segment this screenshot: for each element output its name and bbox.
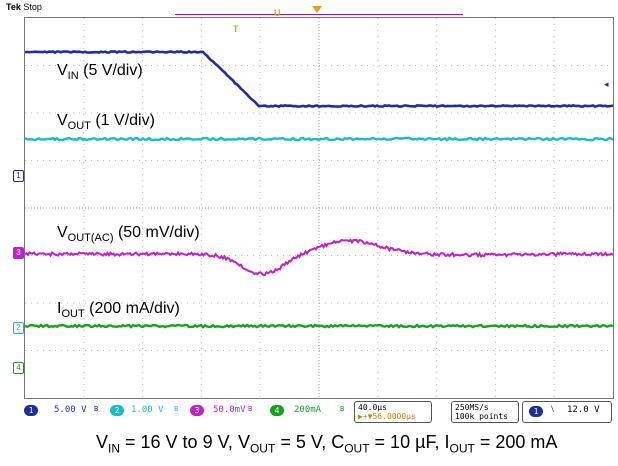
run-status: Stop bbox=[23, 2, 42, 12]
trigger-readout[interactable]: 1 ⧵ 12.0 V bbox=[522, 401, 612, 423]
ch4-badge[interactable]: 4 bbox=[270, 405, 284, 416]
scope-header: Tek Stop bbox=[6, 2, 42, 12]
timebase-readout[interactable]: 40.0µs ▶+▼56.0000µs bbox=[354, 401, 432, 423]
vout-label: VOUT (1 V/div) bbox=[57, 112, 155, 132]
vout-ac-label: VOUT(AC) (50 mV/div) bbox=[57, 224, 200, 244]
sample-rate: 250MS/s bbox=[455, 403, 515, 412]
vin-label: VIN (5 V/div) bbox=[57, 62, 143, 82]
timebase-offset: ▶+▼56.0000µs bbox=[358, 412, 428, 421]
iout-trace bbox=[25, 325, 613, 327]
ch3-bw-icon: B bbox=[248, 405, 252, 413]
ch2-ground-marker[interactable]: 2 bbox=[13, 322, 24, 334]
acquisition-readout[interactable]: 250MS/s 100k points bbox=[451, 401, 519, 423]
ch2-badge[interactable]: 2 bbox=[110, 405, 124, 416]
ch4-bw-icon: B bbox=[340, 405, 344, 413]
trigger-level: 12.0 V bbox=[567, 406, 600, 415]
trigger-position-bar[interactable] bbox=[175, 14, 463, 15]
trigger-position-marker-icon[interactable] bbox=[312, 6, 322, 13]
ch1-scale: 5.00 V bbox=[54, 405, 87, 415]
ch1-offset-arrow-icon: ◂ bbox=[604, 79, 609, 90]
ch3-scale: 50.0mV bbox=[213, 405, 246, 415]
ch3-badge[interactable]: 3 bbox=[190, 405, 204, 416]
timebase-scale: 40.0µs bbox=[358, 403, 428, 412]
waveform-display[interactable]: T ◂ VIN (5 V/div) VOUT (1 V/div) VOUT(AC… bbox=[24, 17, 614, 399]
vout-trace bbox=[25, 138, 613, 140]
trigger-t-icon: T bbox=[233, 24, 239, 34]
status-bar: 1 5.00 V B 2 1.00 V B 3 50.0mV B 4 200mA… bbox=[24, 401, 612, 423]
brand-label: Tek bbox=[6, 2, 21, 12]
ch2-bw-icon: B bbox=[174, 405, 178, 413]
vout-ac-trace bbox=[25, 240, 613, 275]
trigger-source-badge: 1 bbox=[529, 406, 543, 417]
ch1-badge[interactable]: 1 bbox=[24, 405, 38, 416]
ch3-ground-marker[interactable]: 3 bbox=[13, 247, 24, 259]
record-length: 100k points bbox=[455, 412, 515, 421]
iout-label: IOUT (200 mA/div) bbox=[57, 300, 180, 320]
ch1-ground-marker[interactable]: 1 bbox=[13, 170, 24, 182]
ch2-scale: 1.00 V bbox=[131, 405, 164, 415]
ch1-bw-icon: B bbox=[94, 405, 98, 413]
trigger-slope-icon: ⧵ bbox=[551, 406, 554, 415]
ch4-ground-marker[interactable]: 4 bbox=[13, 362, 24, 374]
ch4-scale: 200mA bbox=[294, 405, 321, 415]
figure-caption: VIN = 16 V to 9 V, VOUT = 5 V, COUT = 10… bbox=[96, 432, 557, 456]
